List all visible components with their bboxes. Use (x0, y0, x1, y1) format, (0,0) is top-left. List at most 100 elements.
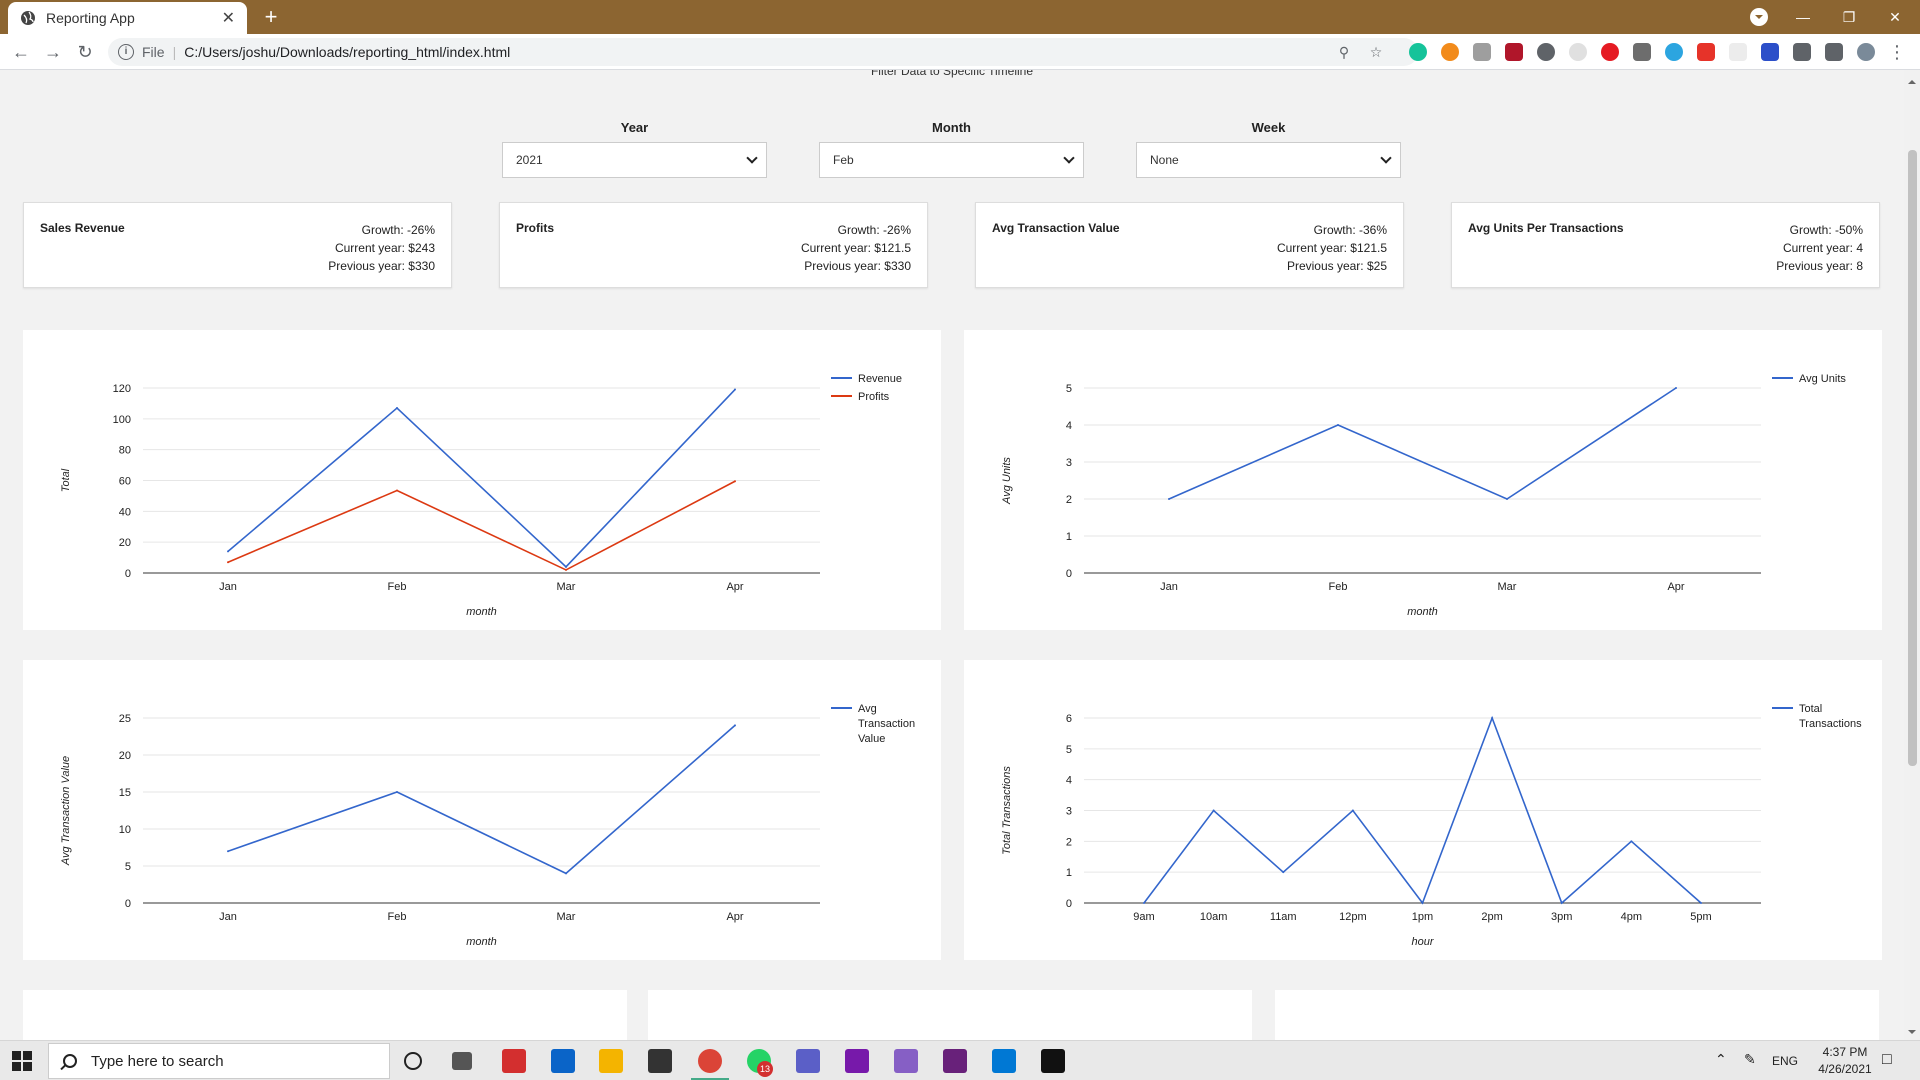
week-select[interactable]: None (1136, 142, 1401, 178)
data-point (1421, 902, 1424, 904)
zoom-icon[interactable]: ⚲ (1338, 44, 1350, 60)
vscode-app-icon[interactable] (992, 1049, 1016, 1073)
kpi-stats: Growth: -26% Current year: $243 Previous… (328, 221, 435, 275)
address-bar[interactable]: i File | C:/Users/joshu/Downloads/report… (108, 38, 1418, 66)
scrollbar-thumb[interactable] (1908, 150, 1917, 766)
data-point (1143, 902, 1145, 904)
kpi-current-year: Current year: $121.5 (800, 241, 911, 255)
x-tick-label: Feb (1329, 581, 1348, 593)
week-filter: Week None (1136, 120, 1401, 178)
data-point (1630, 840, 1633, 843)
clock[interactable]: 4:37 PM 4/26/2021 (1810, 1044, 1880, 1078)
tab-title: Reporting App (46, 10, 135, 26)
total-transactions-chart-card: 0 1 2 3 4 5 6 9am 10am 11am 12pm 1pm 2pm 3pm 4pm 5pm hou… (964, 660, 1882, 960)
onenote-app-icon[interactable] (845, 1049, 869, 1073)
terminal-app-icon[interactable] (1041, 1049, 1065, 1073)
taskbar-search-input[interactable]: Type here to search (48, 1043, 390, 1079)
opera-extension-icon[interactable] (1601, 43, 1619, 61)
x-tick-label: 1pm (1412, 911, 1433, 923)
year-value: 2021 (516, 153, 543, 167)
bookmark-star-icon[interactable]: ☆ (1369, 44, 1383, 60)
sticky-notes-icon[interactable] (648, 1049, 672, 1073)
kpi-stats: Growth: -36% Current year: $121.5 Previo… (1277, 221, 1387, 275)
app-icon[interactable] (943, 1049, 967, 1073)
chrome-app-icon[interactable] (698, 1049, 722, 1073)
extension-icon[interactable] (1441, 43, 1459, 61)
info-icon[interactable]: i (118, 44, 134, 60)
extension-icon[interactable] (1569, 43, 1587, 61)
scroll-down-arrow-icon[interactable] (1908, 1030, 1916, 1038)
pinterest-extension-icon[interactable] (1537, 43, 1555, 61)
tp-extension-icon[interactable] (1697, 43, 1715, 61)
back-arrow-icon[interactable]: ← (12, 42, 30, 62)
data-point (1351, 809, 1354, 812)
browser-tab[interactable]: Reporting App ✕ (8, 2, 247, 34)
notifications-icon[interactable]: □ (1882, 1051, 1892, 1068)
tab-search-icon[interactable] (1750, 8, 1768, 26)
x-tick-label: Mar (557, 581, 576, 593)
browser-tab-strip: Reporting App ✕ + — ❐ ✕ (0, 0, 1920, 34)
visual-studio-icon[interactable] (894, 1049, 918, 1073)
gift-app-icon[interactable] (502, 1049, 526, 1073)
language-indicator[interactable]: ENG (1772, 1054, 1799, 1068)
window-close-icon[interactable]: ✕ (1889, 8, 1901, 25)
series-line (1168, 387, 1677, 500)
legend-label: Revenue (858, 373, 902, 385)
legend-label: Transaction (858, 718, 915, 730)
data-point (1560, 902, 1563, 904)
x-tick-label: 10am (1200, 911, 1228, 923)
kpi-stats: Growth: -50% Current year: 4 Previous ye… (1776, 221, 1863, 275)
kpi-title: Avg Units Per Transactions (1468, 221, 1624, 235)
extension-icon[interactable] (1473, 43, 1491, 61)
kpi-card-avg-units: Avg Units Per Transactions Growth: -50% … (1451, 202, 1880, 288)
kpi-growth: Growth: -26% (361, 223, 435, 237)
legend-label: Profits (858, 391, 890, 403)
windows-start-icon[interactable] (12, 1051, 32, 1071)
reading-list-icon[interactable] (1825, 43, 1843, 61)
extension-icon[interactable] (1761, 43, 1779, 61)
file-explorer-icon[interactable] (599, 1049, 623, 1073)
y-tick-label: 4 (1066, 420, 1072, 432)
minimize-icon[interactable]: — (1796, 9, 1810, 25)
close-tab-icon[interactable]: ✕ (221, 10, 235, 27)
data-point (565, 568, 567, 571)
month-select[interactable]: Feb (819, 142, 1084, 178)
forward-arrow-icon[interactable]: → (44, 42, 62, 62)
y-tick-label: 0 (1066, 568, 1072, 580)
kpi-previous-year: Previous year: 8 (1776, 259, 1863, 273)
url-scheme: File (142, 44, 165, 60)
clock-time: 4:37 PM (1822, 1045, 1868, 1059)
cortana-icon[interactable] (404, 1052, 422, 1070)
extension-icon[interactable] (1665, 43, 1683, 61)
teams-app-icon[interactable] (796, 1049, 820, 1073)
restore-icon[interactable]: ❐ (1842, 8, 1856, 25)
reload-icon[interactable]: ↻ (77, 42, 93, 62)
week-label: Week (1251, 120, 1286, 135)
profile-avatar[interactable] (1857, 43, 1875, 61)
data-point (565, 565, 567, 568)
puzzle-extensions-icon[interactable] (1793, 43, 1811, 61)
data-point (1700, 902, 1702, 904)
x-tick-label: Mar (1498, 581, 1517, 593)
y-tick-label: 5 (1066, 744, 1072, 756)
menu-kebab-icon[interactable]: ⋮ (1888, 42, 1906, 62)
task-view-icon[interactable] (452, 1052, 472, 1070)
ublock-extension-icon[interactable] (1505, 43, 1523, 61)
mail-app-icon[interactable] (551, 1049, 575, 1073)
pen-tray-icon[interactable]: ✎ (1744, 1051, 1756, 1067)
avg-units-chart: 0 1 2 3 4 5 Jan Feb Mar Apr month Avg Units Avg Unit… (1001, 373, 1846, 618)
download-extension-icon[interactable] (1633, 43, 1651, 61)
year-select[interactable]: 2021 (502, 142, 767, 178)
extension-icon[interactable] (1729, 43, 1747, 61)
data-point (396, 489, 398, 492)
series-line (227, 480, 736, 571)
new-tab-plus-icon[interactable]: + (264, 4, 278, 29)
grammarly-extension-icon[interactable] (1409, 43, 1427, 61)
scroll-up-arrow-icon[interactable] (1908, 76, 1916, 84)
page-scrollbar[interactable] (1904, 70, 1920, 1040)
revenue-profits-chart-card: 0 20 40 60 80 100 120 Jan Feb Mar Apr month Total Rev… (23, 330, 941, 630)
year-filter: Year 2021 (502, 120, 767, 178)
y-tick-label: 60 (119, 476, 131, 488)
tray-chevron-up-icon[interactable]: ⌃ (1715, 1051, 1727, 1067)
kpi-title: Avg Transaction Value (992, 221, 1120, 235)
